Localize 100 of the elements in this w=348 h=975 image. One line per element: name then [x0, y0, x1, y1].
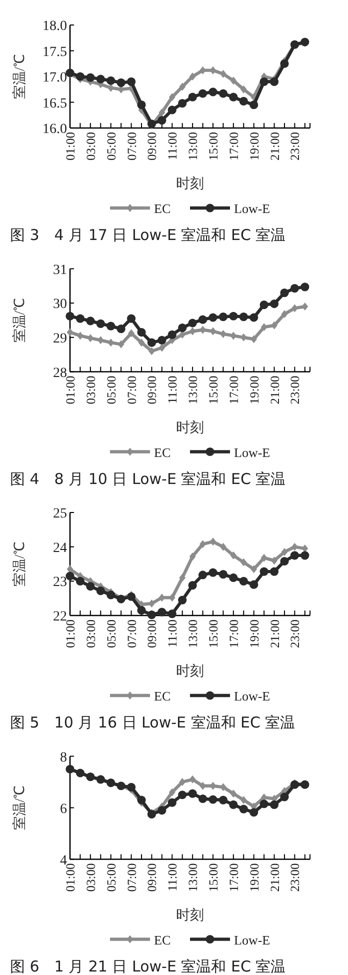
point: [158, 608, 166, 616]
point: [210, 538, 216, 546]
point: [291, 542, 298, 551]
point: [210, 327, 216, 336]
point: [290, 551, 299, 560]
point: [158, 336, 166, 344]
point: [250, 313, 258, 322]
point: [147, 338, 156, 347]
point: [270, 299, 279, 308]
point: [250, 100, 258, 110]
point: [218, 89, 228, 98]
point: [77, 332, 84, 340]
x-tick-label: 07:00: [124, 376, 139, 404]
point: [271, 556, 278, 565]
point: [96, 586, 105, 596]
point: [66, 328, 74, 336]
x-tick-label: 03:00: [84, 132, 98, 160]
point: [179, 778, 186, 786]
x-tick-label: 15:00: [206, 620, 220, 648]
point: [260, 77, 268, 86]
point: [260, 567, 268, 576]
x-tick-label: 09:00: [145, 863, 160, 892]
point: [290, 284, 299, 293]
x-tick-label: 15:00: [206, 863, 220, 892]
point: [168, 609, 176, 618]
y-axis-title: 室温/℃: [12, 785, 28, 830]
x-tick-label: 03:00: [84, 863, 98, 892]
point: [208, 313, 218, 322]
y-tick-label: 17.0: [42, 70, 67, 86]
point: [198, 315, 208, 324]
point: [116, 78, 126, 87]
point: [270, 800, 279, 809]
point: [189, 552, 196, 560]
point: [87, 334, 94, 342]
legend-label: EC: [154, 688, 171, 704]
x-tick-label: 03:00: [84, 376, 98, 404]
point: [250, 580, 258, 589]
x-tick-label: 19:00: [247, 376, 262, 404]
x-tick-label: 19:00: [247, 620, 262, 648]
point: [220, 70, 226, 78]
legend-label: Low-E: [234, 688, 270, 704]
point: [218, 312, 228, 322]
point: [137, 796, 146, 804]
point: [178, 98, 187, 108]
point: [168, 330, 176, 339]
y-tick-label: 18.0: [42, 19, 67, 34]
point: [239, 804, 248, 814]
point: [188, 580, 197, 590]
point: [239, 96, 248, 106]
point: [200, 326, 206, 334]
legend-label: EC: [154, 201, 171, 216]
y-tick-label: 6: [60, 802, 67, 817]
y-axis-title: 室温/℃: [12, 542, 28, 586]
point: [229, 800, 238, 809]
point: [178, 596, 187, 604]
x-tick-label: 17:00: [226, 132, 241, 160]
point: [300, 551, 310, 560]
point: [200, 782, 206, 790]
x-tick-label: 07:00: [124, 863, 139, 892]
x-tick-label: 11:00: [166, 132, 180, 160]
legend-label: Low-E: [234, 201, 270, 216]
point: [280, 556, 289, 566]
x-axis-title: 时刻: [176, 907, 204, 924]
point: [76, 72, 85, 81]
legend-label: EC: [154, 444, 171, 460]
x-tick-label: 05:00: [104, 132, 118, 160]
point: [189, 72, 196, 80]
x-tick-label: 17:00: [226, 863, 241, 892]
point: [280, 288, 289, 298]
point: [148, 347, 155, 356]
text: 图 6 1 月 21 日 Low-E 室温和 EC 室温: [10, 957, 286, 975]
point: [138, 338, 145, 347]
point: [218, 796, 228, 804]
point: [86, 73, 95, 82]
point: [168, 798, 176, 807]
point: [198, 794, 208, 804]
point: [188, 92, 197, 102]
point: [126, 782, 136, 792]
point: [76, 314, 85, 323]
point: [280, 792, 289, 802]
y-tick-label: 31: [53, 262, 67, 278]
point: [208, 568, 218, 577]
point: [239, 576, 248, 586]
x-tick-label: 03:00: [84, 620, 98, 648]
x-tick-label: 15:00: [206, 376, 220, 404]
point: [168, 106, 176, 114]
point: [200, 540, 206, 548]
x-tick-label: 23:00: [288, 620, 302, 648]
x-tick-label: 21:00: [268, 376, 282, 404]
point: [147, 610, 156, 620]
point: [96, 319, 105, 328]
x-tick-label: 05:00: [104, 620, 118, 648]
point: [188, 318, 197, 328]
point: [210, 66, 216, 74]
point: [126, 77, 136, 86]
point: [198, 89, 208, 98]
x-axis-title: 时刻: [176, 420, 204, 436]
point: [300, 282, 310, 292]
point: [179, 574, 186, 582]
point: [230, 76, 237, 85]
